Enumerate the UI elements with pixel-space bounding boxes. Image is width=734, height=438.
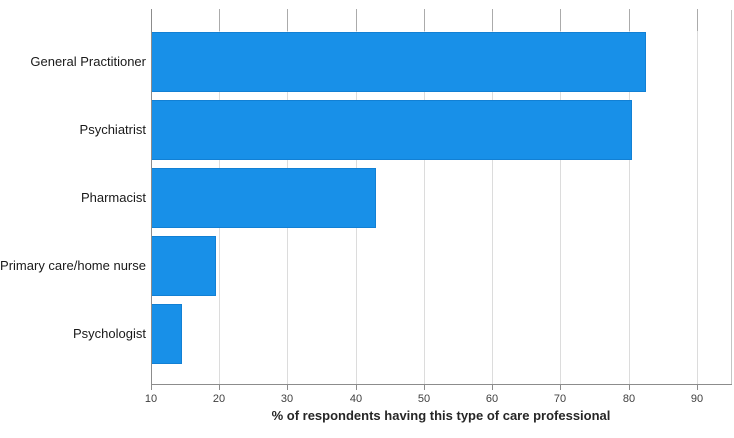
x-axis-bottom-tick [219, 384, 220, 390]
x-axis-bottom-tick [492, 384, 493, 390]
x-axis-bottom-tick [151, 384, 152, 390]
gridline [629, 10, 630, 384]
x-axis-title: % of respondents having this type of car… [271, 408, 611, 423]
x-axis-tick-label: 20 [212, 393, 226, 405]
plot-frame-right [731, 10, 732, 384]
x-axis-tick-label: 90 [690, 393, 704, 405]
gridline [424, 10, 425, 384]
x-axis-bottom-tick [424, 384, 425, 390]
x-axis-bottom-tick [560, 384, 561, 390]
x-axis-top-tick [219, 9, 220, 31]
bar-primary-care-home-nurse [151, 236, 216, 296]
category-label: General Practitioner [30, 54, 146, 69]
gridline [492, 10, 493, 384]
gridline [560, 10, 561, 384]
gridline [697, 10, 698, 384]
x-axis-tick-label: 80 [622, 393, 636, 405]
category-label: Psychologist [73, 326, 146, 341]
bar-psychiatrist [151, 100, 632, 160]
category-label: Primary care/home nurse [0, 258, 146, 273]
x-axis-tick-label: 40 [349, 393, 363, 405]
x-axis-tick-label: 60 [485, 393, 499, 405]
plot-frame-bottom [151, 384, 732, 385]
x-axis-top-tick [492, 9, 493, 31]
x-axis-bottom-tick [287, 384, 288, 390]
x-axis-top-tick [560, 9, 561, 31]
x-axis-top-tick [697, 9, 698, 31]
x-axis-tick-label: 70 [553, 393, 567, 405]
x-axis-bottom-tick [697, 384, 698, 390]
x-axis-tick-label: 30 [280, 393, 294, 405]
bar-general-practitioner [151, 32, 646, 92]
plot-frame-left [151, 9, 152, 384]
category-label: Pharmacist [80, 190, 146, 205]
x-axis-bottom-tick [629, 384, 630, 390]
category-label: Psychiatrist [79, 122, 146, 137]
x-axis-top-tick [424, 9, 425, 31]
x-axis-top-tick [356, 9, 357, 31]
x-axis-top-tick [629, 9, 630, 31]
x-axis-tick-label: 50 [417, 393, 431, 405]
x-axis-bottom-tick [356, 384, 357, 390]
x-axis-top-tick [287, 9, 288, 31]
x-axis-tick-label: 10 [144, 393, 158, 405]
bar-pharmacist [151, 168, 376, 228]
bar-psychologist [151, 304, 182, 364]
